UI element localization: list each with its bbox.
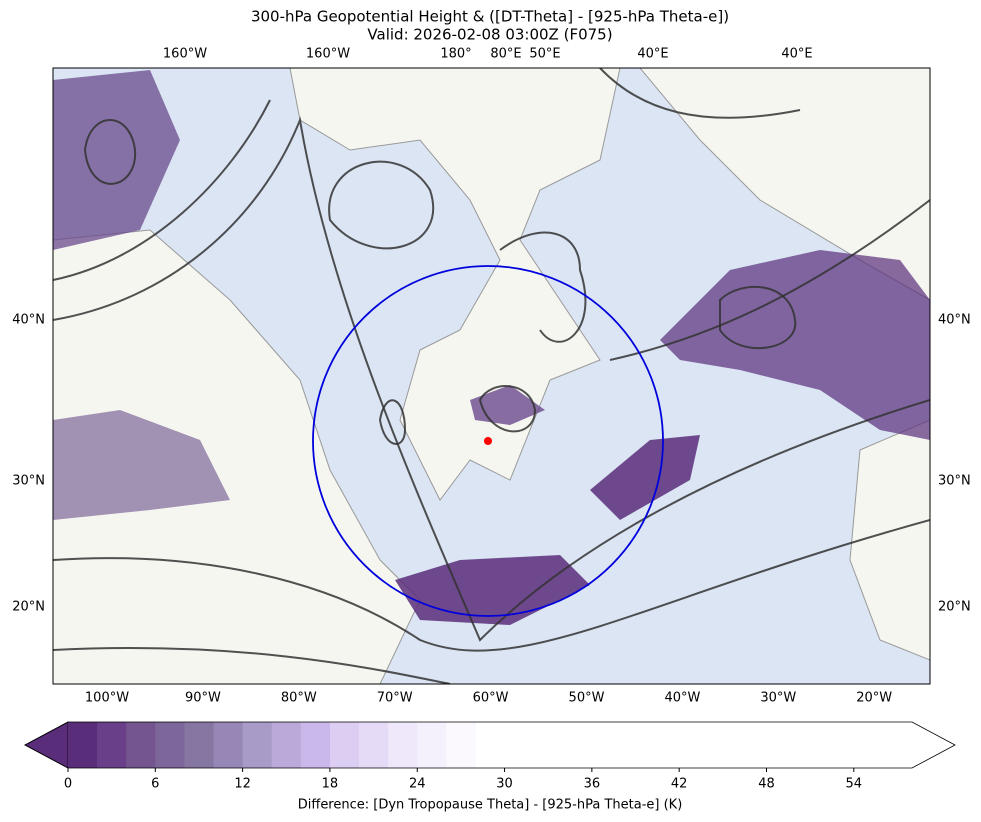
colorbar-tick-label: 6 [151, 777, 159, 792]
land [53, 229, 421, 684]
colorbar-segment [388, 722, 418, 768]
right-lat-label: 20°N [938, 600, 971, 615]
contour [53, 99, 930, 642]
contour [378, 385, 537, 445]
colorbar-tick-label: 36 [584, 777, 601, 792]
bottom-lon-label: 40°W [664, 691, 700, 706]
title: 300-hPa Geopotential Height & ([DT-Theta… [251, 8, 729, 26]
colorbar-segment [446, 722, 476, 768]
colorbar-under [24, 721, 69, 769]
top-lon-label: 180° [440, 47, 471, 62]
bottom-lon-label: 50°W [569, 691, 605, 706]
colorbar-tick-label: 12 [234, 777, 251, 792]
colorbar-tick-label: 0 [64, 777, 72, 792]
colorbar-tick-label: 18 [322, 777, 339, 792]
map [53, 68, 930, 684]
contour [499, 68, 930, 361]
shading [53, 70, 180, 250]
contour [83, 119, 137, 185]
colorbar-outline [24, 721, 956, 769]
colorbar-segment [359, 722, 389, 768]
range-circle [312, 265, 664, 617]
top-lon-label: 160°W [163, 47, 207, 62]
colorbar: 0 6 12 18 24 30 36 42 48 54 [24, 721, 956, 792]
left-lat-label: 30°N [12, 474, 45, 489]
bottom-lon-label: 70°W [377, 691, 413, 706]
shading [470, 385, 545, 425]
top-lon-label: 40°E [781, 47, 812, 62]
colorbar-segment [97, 722, 127, 768]
bottom-lon-label: 80°W [281, 691, 317, 706]
bottom-lon-label: 60°W [473, 691, 509, 706]
colorbar-segment [300, 722, 331, 768]
top-lon-label: 160°W [306, 47, 350, 62]
bottom-lon-label: 100°W [85, 691, 129, 706]
left-lat-label: 40°N [12, 313, 45, 328]
top-lon-label: 50°E [529, 47, 560, 62]
colorbar-tick-label: 24 [409, 777, 426, 792]
right-lat-label: 40°N [938, 313, 971, 328]
colorbar-tick-label: 42 [671, 777, 688, 792]
colorbar-tick-label: 48 [758, 777, 775, 792]
contour [53, 519, 930, 684]
center-point [484, 437, 492, 445]
map-labels: 160°W 160°W 180° 80°E 50°E 40°E 40°E 100°W 90°W 8… [12, 47, 971, 706]
colorbar-segment [155, 722, 185, 768]
bottom-lon-label: 90°W [185, 691, 221, 706]
colorbar-segment [417, 722, 447, 768]
subtitle: Valid: 2026-02-08 03:00Z (F075) [367, 26, 612, 44]
colorbar-segment [68, 722, 98, 768]
bottom-lon-label: 30°W [760, 691, 796, 706]
colorbar-segment [242, 722, 273, 768]
colorbar-segment [271, 722, 302, 768]
top-lon-label: 40°E [637, 47, 668, 62]
map-frame [52, 67, 931, 685]
right-lat-label: 30°N [938, 474, 971, 489]
shading [660, 250, 930, 440]
colorbar-tick-label: 30 [496, 777, 513, 792]
colorbar-label: Difference: [Dyn Tropopause Theta] - [92… [298, 798, 683, 813]
colorbar-segment [184, 722, 215, 768]
colorbar-tick-label: 54 [846, 777, 863, 792]
left-lat-label: 20°N [12, 600, 45, 615]
contour [328, 160, 797, 350]
top-lon-label: 80°E [490, 47, 521, 62]
colorbar-segment [213, 722, 244, 768]
colorbar-segment [126, 722, 156, 768]
shading [590, 435, 700, 520]
land [289, 68, 621, 501]
bottom-lon-label: 20°W [856, 691, 892, 706]
colorbar-segment [329, 722, 360, 768]
shading [53, 410, 230, 520]
